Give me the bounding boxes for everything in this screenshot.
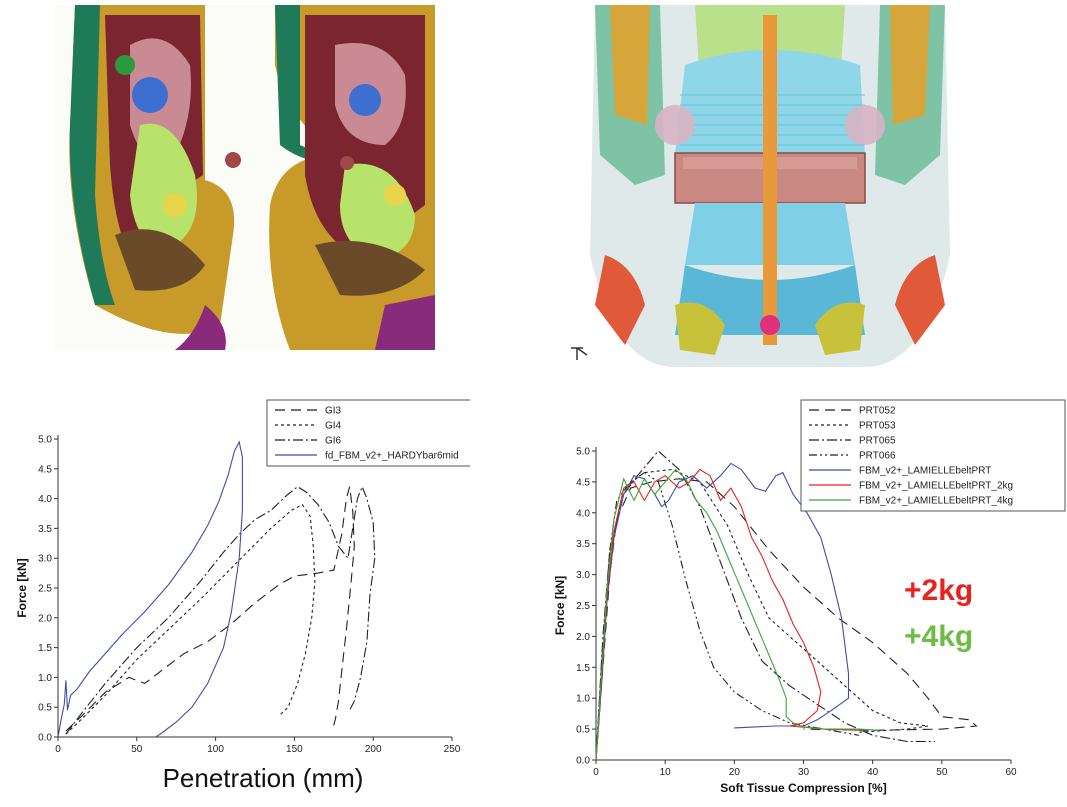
left-chart-x-tick-label: 50 (131, 744, 143, 755)
right-chart-y-tick-label: 0.0 (576, 756, 590, 767)
compression-chart: 0 10 20 30 40 50 60 0.0 0.5 1.0 1.5 2.0 2.5 3.0 3.5 4.0… (540, 395, 1067, 802)
right-chart-y-tick-label: 1.5 (576, 663, 590, 674)
right-chart-y-axis-label: Force [kN] (553, 576, 567, 635)
right-chart-series-line-5 (595, 462, 850, 761)
right-chart-legend-label: PRT066 (859, 451, 896, 462)
right-chart-x-tick-label: 60 (1005, 767, 1017, 778)
right-chart-series-line-2 (595, 468, 929, 761)
left-chart-x-axis-label: Penetration (mm) (163, 763, 364, 793)
right-chart-x-tick-label: 50 (936, 767, 948, 778)
left-chart-x-tick-label: 250 (444, 744, 461, 755)
sagittal-abdomen-section-icon (55, 5, 435, 350)
right-chart-series-line-7 (595, 468, 880, 761)
right-chart-legend-label: PRT052 (859, 406, 896, 417)
right-chart-x-tick-label: 40 (867, 767, 879, 778)
left-chart-y-axis-label: Force [kN] (15, 558, 29, 617)
left-chart-legend-label: GI4 (325, 421, 342, 432)
left-chart-y-tick-label: 4.0 (38, 494, 52, 505)
penetration-chart-svg: 0 50 100 150 200 250 0.0 0.5 1.0 1.5 2.0 2.5 3.0 3.5 4… (15, 399, 501, 793)
left-chart-y-tick-label: 3.5 (38, 524, 52, 535)
right-chart-legend-label: PRT065 (859, 436, 896, 447)
sagittal-section-image (55, 5, 435, 350)
human-body-fe-model-icon (565, 5, 975, 367)
left-chart-y-tick-label: 1.0 (38, 673, 52, 684)
left-chart-y-tick-label: 3.0 (38, 554, 52, 565)
right-chart-x-tick-label: 10 (660, 767, 672, 778)
compression-chart-svg: 0 10 20 30 40 50 60 0.0 0.5 1.0 1.5 2.0 2.5 3.0 3.5 4.0… (553, 399, 1066, 795)
left-chart-legend-label: GI6 (325, 436, 342, 447)
left-chart-y-tick-label: 4.5 (38, 464, 52, 475)
left-chart-y-tick-label: 5.0 (38, 435, 52, 446)
right-chart-series-line-4 (595, 471, 859, 761)
left-chart-series-line-3 (65, 485, 376, 735)
left-chart-x-tick-label: 0 (55, 744, 61, 755)
left-chart-series-line-1 (65, 486, 355, 732)
right-chart-series-line-6 (595, 468, 859, 761)
left-chart-legend-label: GI3 (325, 406, 342, 417)
right-chart-annotation: +4kg (904, 620, 973, 653)
left-chart-legend-label: fd_FBM_v2+_HARDYbar6mid (325, 451, 459, 462)
left-chart-y-tick-label: 0.5 (38, 703, 52, 714)
left-chart-series-line-2 (65, 503, 316, 735)
right-chart-legend-label: FBM_v2+_LAMIELLEbeltPRT_4kg (859, 496, 1013, 507)
right-chart-x-tick-label: 0 (593, 767, 599, 778)
left-chart-x-tick-label: 150 (286, 744, 303, 755)
left-chart-y-tick-label: 0.0 (38, 733, 52, 744)
left-chart-y-tick-label: 2.0 (38, 613, 52, 624)
right-chart-y-tick-label: 3.0 (576, 570, 590, 581)
right-chart-legend-label: FBM_v2+_LAMIELLEbeltPRT_2kg (859, 481, 1013, 492)
right-chart-x-tick-label: 20 (729, 767, 741, 778)
right-chart-y-tick-label: 2.5 (576, 601, 590, 612)
right-chart-y-tick-label: 5.0 (576, 447, 590, 458)
right-chart-y-tick-label: 3.5 (576, 539, 590, 550)
right-chart-annotation: +2kg (904, 574, 973, 607)
axis-triad-icon (571, 347, 588, 360)
right-chart-y-tick-label: 0.5 (576, 725, 590, 736)
right-chart-legend-label: PRT053 (859, 421, 896, 432)
penetration-chart: 0 50 100 150 200 250 0.0 0.5 1.0 1.5 2.0 2.5 3.0 3.5 4… (0, 395, 501, 802)
right-chart-y-tick-label: 4.5 (576, 477, 590, 488)
fe-model-image (565, 5, 975, 367)
left-chart-series-line-4 (57, 440, 243, 738)
right-chart-x-axis-label: Soft Tissue Compression [%] (720, 781, 886, 795)
right-chart-legend-label: FBM_v2+_LAMIELLEbeltPRT (859, 466, 991, 477)
left-chart-y-tick-label: 1.5 (38, 643, 52, 654)
right-chart-legend-box (800, 399, 1066, 512)
left-chart-x-tick-label: 100 (207, 744, 224, 755)
left-chart-y-tick-label: 2.5 (38, 584, 52, 595)
left-chart-x-tick-label: 200 (365, 744, 382, 755)
right-chart-x-tick-label: 30 (798, 767, 810, 778)
right-chart-series-line-1 (595, 478, 978, 761)
right-chart-y-tick-label: 4.0 (576, 508, 590, 519)
right-chart-y-tick-label: 1.0 (576, 694, 590, 705)
right-chart-y-tick-label: 2.0 (576, 632, 590, 643)
